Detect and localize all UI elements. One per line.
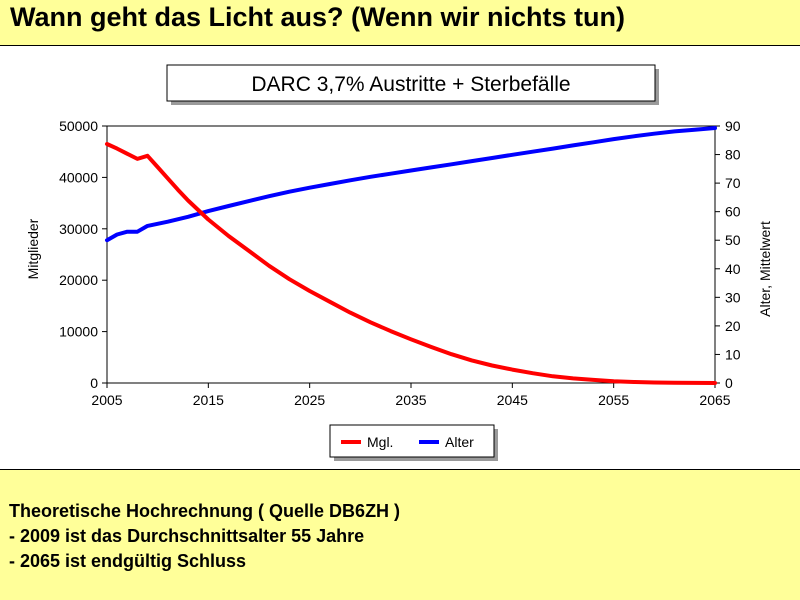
chart-title-box — [166, 64, 656, 102]
y-right-tick-label: 70 — [725, 175, 741, 191]
divider-top — [0, 45, 800, 46]
legend: Mgl. Alter — [329, 424, 498, 461]
x-tick-label: 2005 — [91, 392, 122, 408]
y-right-tick-label: 90 — [725, 118, 741, 134]
chart-title: DARC 3,7% Austritte + Sterbefälle — [251, 73, 570, 96]
x-tick-label: 2025 — [294, 392, 325, 408]
y-right-tick-label: 20 — [725, 318, 741, 334]
legend-box — [329, 424, 495, 458]
x-tick-label: 2055 — [598, 392, 629, 408]
divider-bottom — [0, 469, 800, 470]
legend-label-alter: Alter — [445, 434, 474, 450]
x-tick-label: 2065 — [699, 392, 730, 408]
y-right-tick-label: 40 — [725, 261, 741, 277]
y-right-tick-label: 60 — [725, 204, 741, 220]
x-axis: 2005 2015 2025 2035 2045 2055 2065 — [91, 383, 731, 408]
x-tick-label: 2035 — [395, 392, 426, 408]
y-right-tick-label: 30 — [725, 289, 741, 305]
y-right-tick-label: 0 — [725, 375, 733, 391]
y-left-tick-label: 40000 — [59, 169, 98, 185]
y-axis-left: 0 10000 20000 30000 40000 50000 — [59, 118, 107, 391]
y-right-tick-label: 50 — [725, 232, 741, 248]
y-right-tick-label: 80 — [725, 147, 741, 163]
note-line: - 2065 ist endgültig Schluss — [9, 551, 247, 571]
note-line: Theoretische Hochrechnung ( Quelle DB6ZH… — [9, 501, 401, 521]
y-left-tick-label: 50000 — [59, 118, 98, 134]
notes: Theoretische Hochrechnung ( Quelle DB6ZH… — [9, 499, 400, 574]
x-tick-label: 2045 — [497, 392, 528, 408]
plot-frame — [106, 125, 716, 384]
y-right-tick-label: 10 — [725, 346, 741, 362]
y-left-tick-label: 30000 — [59, 221, 98, 237]
slide-title: Wann geht das Licht aus? (Wenn wir nicht… — [10, 2, 626, 32]
legend-label-mgl: Mgl. — [367, 434, 393, 450]
y-axis-left-label: Mitglieder — [25, 218, 41, 279]
y-left-tick-label: 20000 — [59, 272, 98, 288]
series-line-mgl — [105, 142, 717, 385]
y-left-tick-label: 10000 — [59, 324, 98, 340]
x-tick-label: 2015 — [193, 392, 224, 408]
y-left-tick-label: 0 — [90, 375, 98, 391]
y-axis-right: 0 10 20 30 40 50 60 70 80 90 — [715, 118, 741, 391]
y-axis-right-label: Alter, Mittelwert — [757, 221, 773, 317]
note-line: - 2009 ist das Durchschnittsalter 55 Jah… — [9, 526, 365, 546]
line-chart: DARC 3,7% Austritte + Sterbefälle Mitgli… — [25, 64, 773, 461]
series-line-alter — [105, 126, 717, 243]
chart-area: DARC 3,7% Austritte + Sterbefälle Mitgli… — [0, 46, 800, 469]
